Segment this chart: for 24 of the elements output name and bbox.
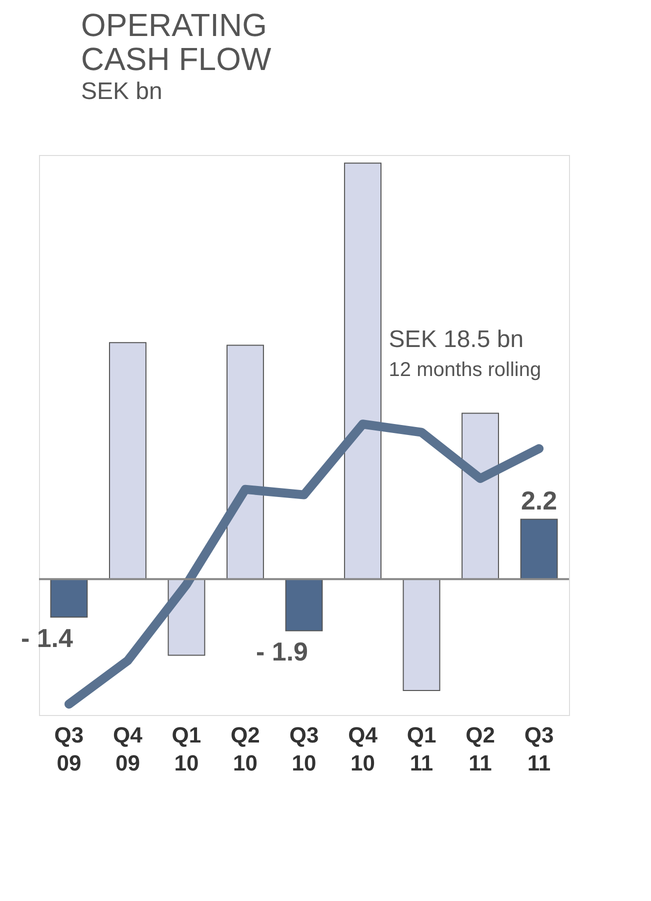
- x-tick-label: Q3 11: [524, 722, 554, 776]
- x-tick-label: Q4 09: [113, 722, 144, 776]
- chart-title: OPERATING CASH FLOW: [80, 7, 272, 77]
- x-tick-label: Q1 10: [172, 722, 202, 776]
- bar: [520, 518, 558, 580]
- annotation: SEK 18.5 bn: [388, 326, 524, 353]
- data-label: 2.2: [520, 485, 558, 516]
- x-tick-label: Q3 09: [54, 722, 84, 776]
- bar: [344, 162, 382, 580]
- bar: [402, 578, 440, 692]
- bar: [462, 412, 499, 580]
- bar: [109, 342, 146, 580]
- x-tick-label: Q3 10: [289, 722, 319, 776]
- chart-subtitle: SEK bn: [80, 78, 162, 105]
- x-tick-label: Q4 10: [348, 722, 378, 776]
- x-tick-label: Q2 11: [466, 722, 495, 776]
- bar: [226, 344, 264, 580]
- x-tick-label: Q1 11: [406, 722, 436, 776]
- data-label: - 1.9: [256, 636, 308, 667]
- data-label: - 1.4: [20, 623, 74, 654]
- bar: [50, 578, 88, 618]
- annotation: 12 months rolling: [388, 358, 542, 381]
- x-tick-label: Q2 10: [230, 722, 260, 776]
- bar: [285, 578, 323, 632]
